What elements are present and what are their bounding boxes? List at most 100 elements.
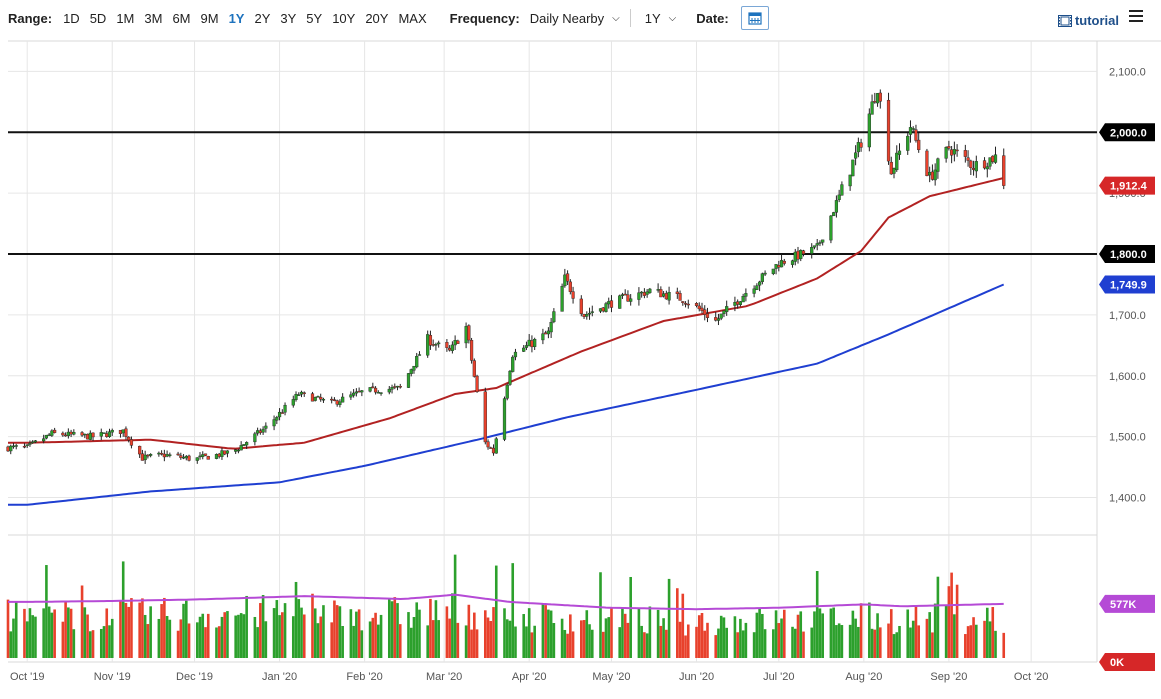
- candle-body: [771, 268, 775, 274]
- volume-bar: [972, 617, 975, 658]
- candle-body: [201, 454, 205, 457]
- hamburger-menu-icon[interactable]: [1129, 10, 1143, 25]
- volume-bar: [810, 627, 814, 658]
- volume-bar: [217, 626, 221, 658]
- candle: [832, 211, 836, 217]
- volume-bar: [9, 631, 13, 658]
- volume-bar: [330, 622, 333, 658]
- volume-average-line: [8, 593, 1004, 611]
- candle: [799, 249, 803, 262]
- volume-bar: [878, 627, 882, 658]
- volume-bar: [983, 620, 986, 658]
- volume-bar: [991, 607, 995, 658]
- candle-body: [963, 150, 967, 157]
- volume-bar: [297, 599, 301, 658]
- volume-bar: [486, 617, 490, 658]
- range-button-20y[interactable]: 20Y: [365, 10, 389, 26]
- volume-bar: [621, 607, 624, 658]
- candle: [223, 450, 227, 456]
- volume-bar: [160, 604, 163, 658]
- candle-body: [472, 360, 476, 377]
- candle: [434, 342, 438, 351]
- candle: [310, 391, 315, 402]
- volume-bar: [396, 603, 399, 658]
- volume-bar: [275, 600, 279, 658]
- volume-bar: [179, 619, 183, 658]
- period-select[interactable]: 1Y ⌵: [645, 11, 677, 26]
- range-button-5d[interactable]: 5D: [89, 10, 107, 26]
- volume-bar: [291, 616, 295, 658]
- candle-body: [398, 386, 402, 388]
- candle-body: [33, 440, 38, 443]
- candle-body: [316, 396, 320, 398]
- volume-bar: [119, 601, 122, 658]
- candle-body: [681, 301, 685, 303]
- candle-body: [601, 307, 605, 312]
- candle-body: [541, 333, 545, 341]
- range-button-5y[interactable]: 5Y: [306, 10, 323, 26]
- volume-bar: [601, 631, 605, 658]
- level-badge-text: 1,800.0: [1110, 249, 1147, 261]
- calendar-button[interactable]: [740, 6, 769, 30]
- volume-bar: [53, 609, 56, 658]
- volume-bar: [585, 610, 589, 658]
- volume-bar: [667, 578, 671, 658]
- volume-average: [8, 593, 1004, 611]
- candle: [261, 426, 265, 435]
- candle-body: [140, 453, 145, 461]
- candle-body: [508, 370, 512, 385]
- volume-bar: [703, 630, 707, 658]
- volume-bar: [355, 611, 358, 658]
- candle: [124, 426, 128, 440]
- range-button-10y[interactable]: 10Y: [332, 10, 356, 26]
- candle: [245, 441, 249, 449]
- tutorial-link[interactable]: tutorial: [1057, 13, 1119, 28]
- candle-body: [944, 146, 948, 159]
- candle-body: [582, 314, 586, 317]
- range-button-6m[interactable]: 6M: [172, 10, 191, 26]
- candle: [99, 428, 103, 441]
- candle: [694, 302, 699, 308]
- range-button-1m[interactable]: 1M: [116, 10, 135, 26]
- candle: [338, 399, 342, 408]
- candle: [793, 248, 797, 266]
- grid: [8, 40, 1161, 663]
- candle-body: [373, 387, 378, 393]
- candle: [502, 396, 507, 442]
- volume-bar: [352, 625, 355, 658]
- candle-body: [930, 171, 935, 180]
- candle: [585, 311, 589, 320]
- volume-bar: [456, 622, 460, 658]
- candle: [686, 299, 690, 309]
- candle-body: [85, 433, 90, 440]
- candle-body: [149, 454, 153, 456]
- frequency-select[interactable]: Daily Nearby ⌵: [530, 11, 620, 26]
- range-button-9m[interactable]: 9M: [200, 10, 219, 26]
- range-button-1d[interactable]: 1D: [63, 10, 80, 26]
- candle: [11, 442, 16, 449]
- range-button-3m[interactable]: 3M: [144, 10, 163, 26]
- volume-bar: [637, 609, 641, 658]
- range-button-1y[interactable]: 1Y: [228, 10, 245, 26]
- volume-bar: [201, 613, 205, 658]
- candle-body: [675, 291, 679, 294]
- volume-bar: [278, 615, 281, 658]
- candle: [801, 249, 806, 257]
- x-tick-label: Jan '20: [262, 671, 297, 683]
- candle: [146, 454, 150, 459]
- volume-bar: [300, 607, 303, 658]
- candle-body: [494, 438, 498, 454]
- range-button-max[interactable]: MAX: [398, 10, 427, 26]
- volume-bar: [398, 624, 402, 658]
- candle-body: [686, 303, 690, 306]
- volume-bar: [772, 629, 775, 658]
- range-button-3y[interactable]: 3Y: [280, 10, 297, 26]
- candle: [299, 390, 304, 398]
- candle-body: [741, 295, 745, 303]
- volume-bar: [368, 621, 372, 658]
- candle-body: [203, 453, 208, 456]
- volume-bar: [774, 610, 778, 658]
- range-button-2y[interactable]: 2Y: [254, 10, 271, 26]
- candle-body: [105, 433, 109, 437]
- candle: [774, 264, 778, 275]
